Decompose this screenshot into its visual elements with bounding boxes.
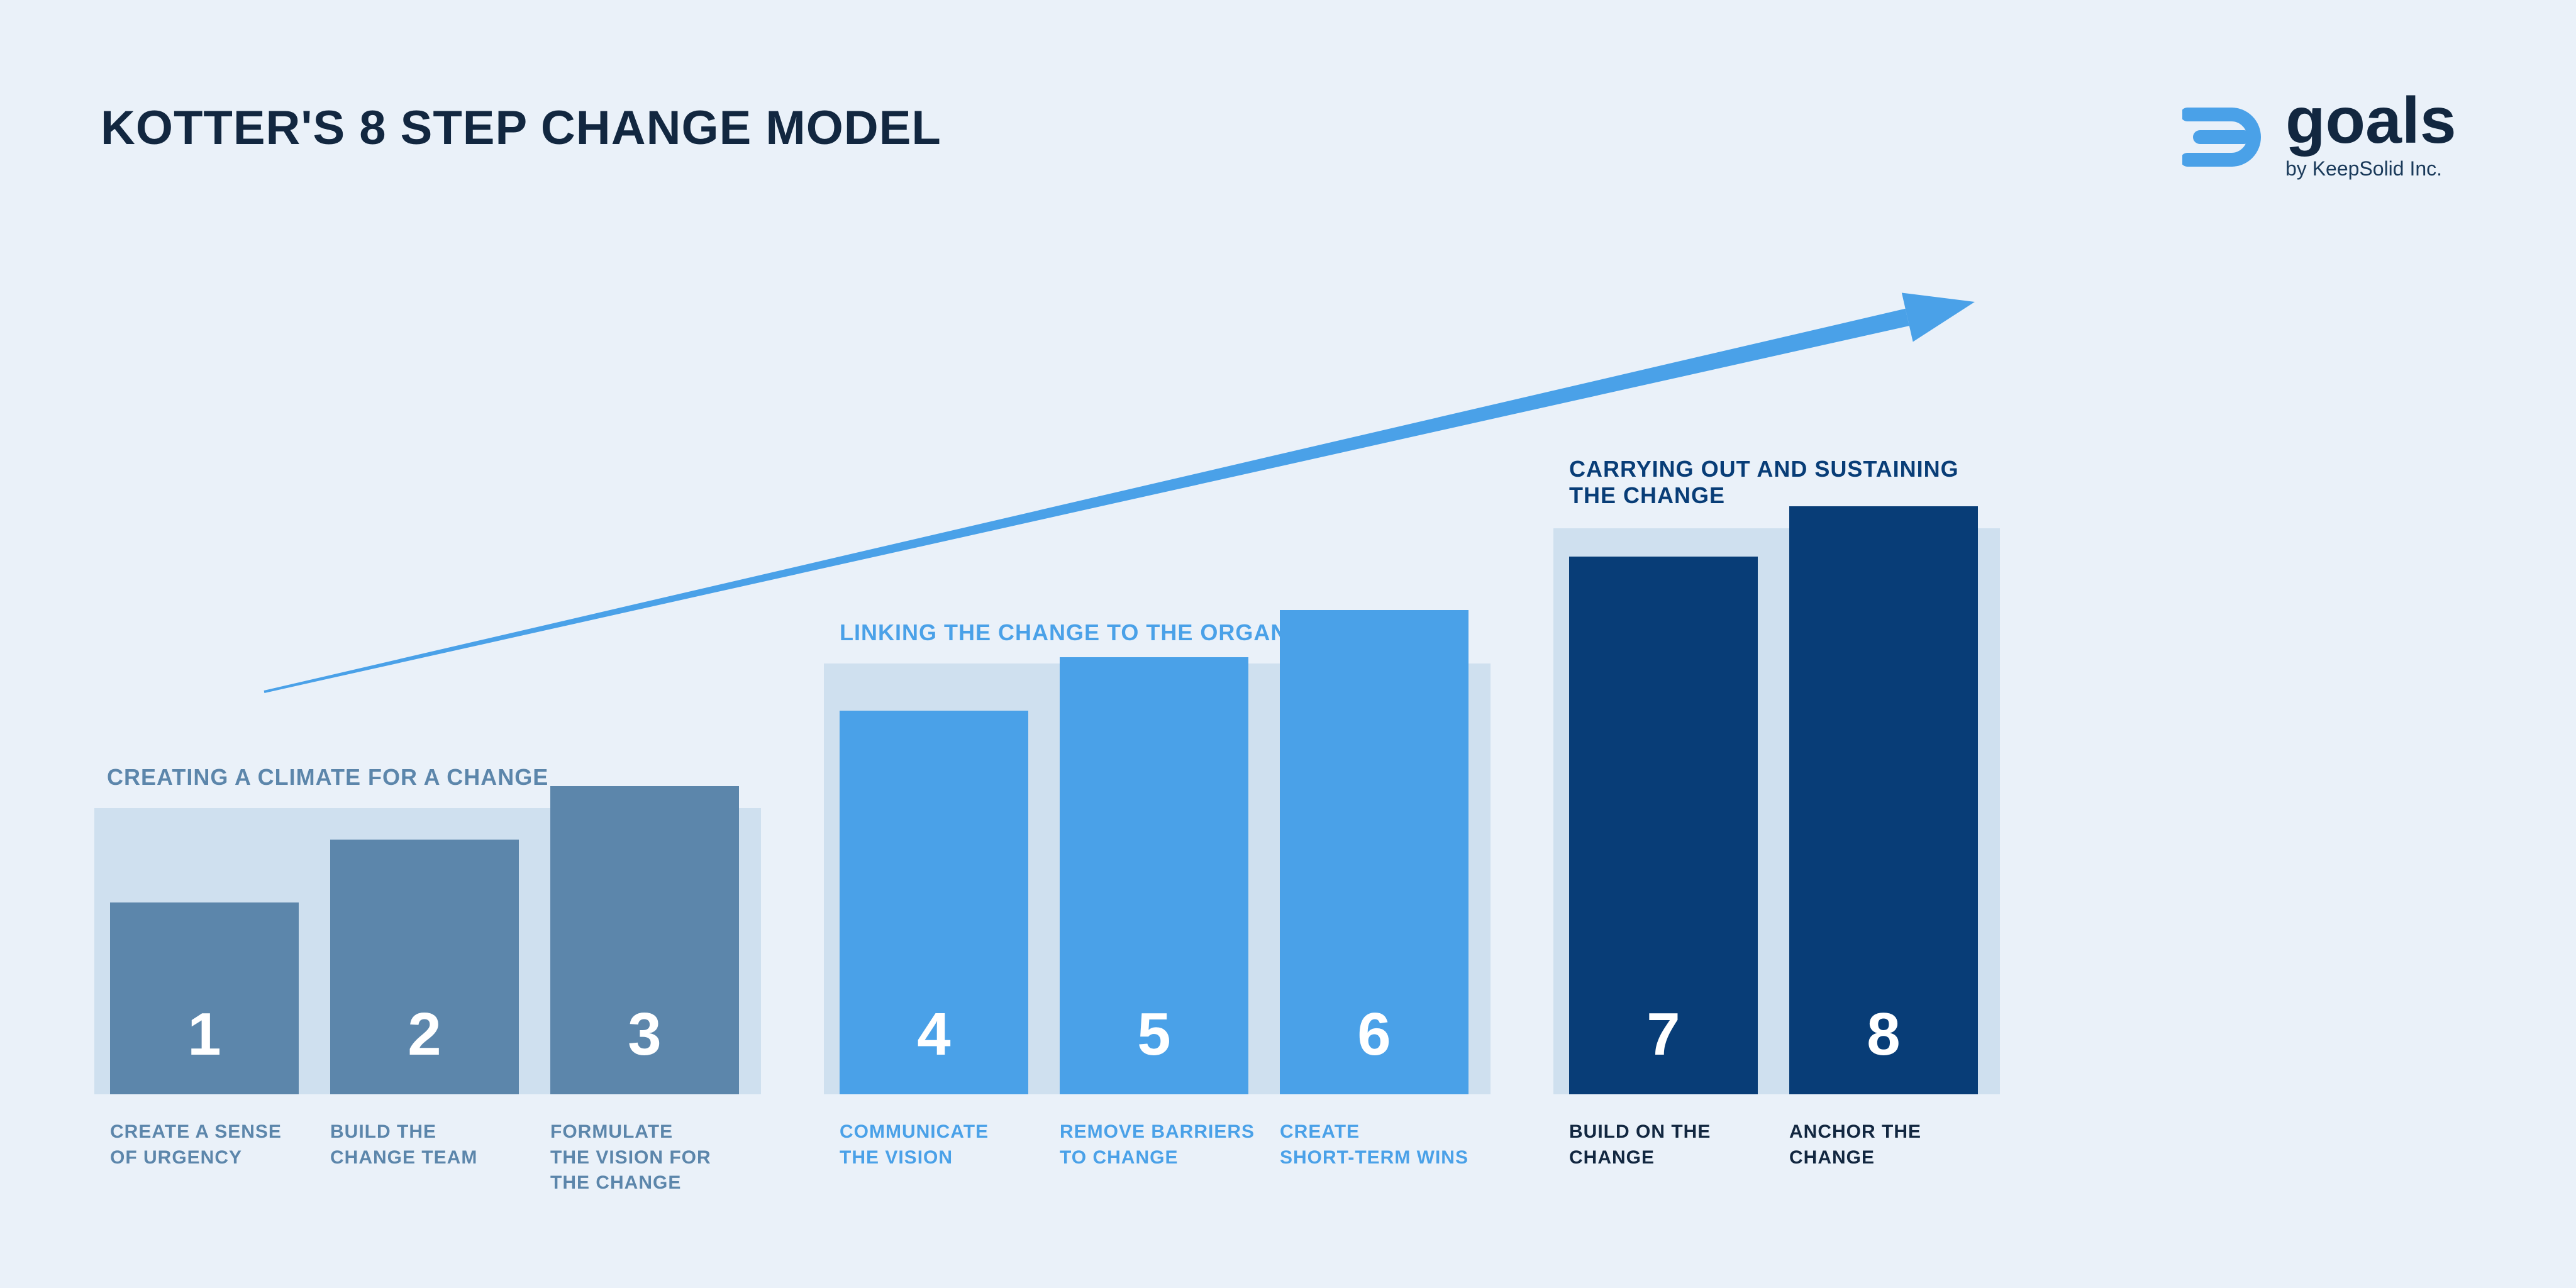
bar-caption-7: BUILD ON THE CHANGE	[1569, 1119, 1777, 1170]
bar-number-4: 4	[917, 1000, 950, 1094]
group-label-1: CREATING A CLIMATE FOR A CHANGE	[107, 764, 548, 791]
bar-number-3: 3	[628, 1000, 661, 1094]
bar-step-5: 5	[1060, 657, 1248, 1094]
bar-step-7: 7	[1569, 557, 1758, 1094]
bar-caption-6: CREATE SHORT-TERM WINS	[1280, 1119, 1487, 1170]
bar-caption-2: BUILD THE CHANGE TEAM	[330, 1119, 538, 1170]
bar-number-5: 5	[1137, 1000, 1170, 1094]
bar-caption-3: FORMULATE THE VISION FOR THE CHANGE	[550, 1119, 758, 1196]
bar-step-6: 6	[1280, 610, 1468, 1094]
bar-step-2: 2	[330, 840, 519, 1094]
bar-number-2: 2	[408, 1000, 441, 1094]
bar-step-1: 1	[110, 902, 299, 1094]
bar-caption-4: COMMUNICATE THE VISION	[840, 1119, 1047, 1170]
bar-step-3: 3	[550, 786, 739, 1094]
bar-step-4: 4	[840, 711, 1028, 1094]
bar-number-6: 6	[1357, 1000, 1391, 1094]
bar-caption-1: CREATE A SENSE OF URGENCY	[110, 1119, 318, 1170]
bar-number-1: 1	[187, 1000, 221, 1094]
bar-number-8: 8	[1867, 1000, 1900, 1094]
bar-caption-8: ANCHOR THE CHANGE	[1789, 1119, 1997, 1170]
bar-step-8: 8	[1789, 506, 1978, 1094]
bar-number-7: 7	[1646, 1000, 1680, 1094]
group-label-3: CARRYING OUT AND SUSTAINING THE CHANGE	[1569, 456, 1959, 509]
bar-caption-5: REMOVE BARRIERS TO CHANGE	[1060, 1119, 1267, 1170]
